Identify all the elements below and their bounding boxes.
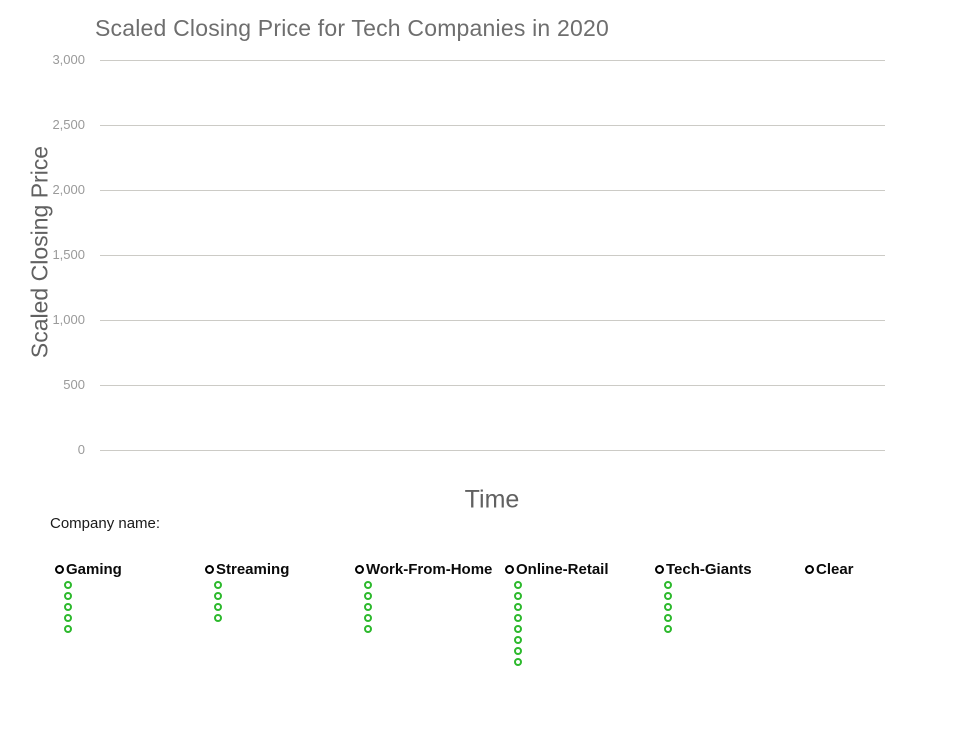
option-radio-icon[interactable] bbox=[364, 592, 372, 600]
option-radio-icon[interactable] bbox=[214, 581, 222, 589]
gridline bbox=[100, 450, 885, 451]
radio-icon[interactable] bbox=[805, 565, 814, 574]
option-radio-icon[interactable] bbox=[514, 636, 522, 644]
y-axis-title: Scaled Closing Price bbox=[26, 145, 53, 359]
y-tick-label: 1,500 bbox=[52, 247, 85, 262]
grid-row: 1,000 bbox=[0, 312, 885, 327]
option-dots-online-retail bbox=[514, 581, 609, 666]
x-axis-title: Time bbox=[464, 485, 520, 514]
radio-icon[interactable] bbox=[505, 565, 514, 574]
company-name-label: Company name: bbox=[50, 515, 161, 532]
option-radio-icon[interactable] bbox=[664, 603, 672, 611]
option-radio-icon[interactable] bbox=[64, 625, 72, 633]
option-dots-tech-giants bbox=[664, 581, 752, 633]
radio-label: Tech-Giants bbox=[666, 561, 752, 578]
option-radio-icon[interactable] bbox=[64, 614, 72, 622]
option-radio-icon[interactable] bbox=[664, 614, 672, 622]
option-radio-icon[interactable] bbox=[514, 658, 522, 666]
radio-icon[interactable] bbox=[55, 565, 64, 574]
radio-group-clear: Clear bbox=[805, 561, 854, 581]
option-radio-icon[interactable] bbox=[664, 592, 672, 600]
radio-label: Gaming bbox=[66, 561, 122, 578]
radio-online-retail[interactable]: Online-Retail bbox=[505, 561, 609, 578]
y-tick-label: 0 bbox=[77, 442, 85, 457]
radio-label: Streaming bbox=[216, 561, 290, 578]
grid-row: 3,000 bbox=[0, 52, 885, 67]
gridline bbox=[100, 60, 885, 61]
radio-group-tech-giants: Tech-Giants bbox=[655, 561, 752, 636]
option-radio-icon[interactable] bbox=[514, 625, 522, 633]
option-dots-streaming bbox=[214, 581, 289, 622]
option-dots-work-from-home bbox=[364, 581, 492, 633]
option-radio-icon[interactable] bbox=[364, 614, 372, 622]
radio-gaming[interactable]: Gaming bbox=[55, 561, 122, 578]
grid-row: 500 bbox=[0, 377, 885, 392]
y-tick-label: 1,000 bbox=[52, 312, 85, 327]
y-tick-label: 3,000 bbox=[52, 52, 85, 67]
option-radio-icon[interactable] bbox=[64, 592, 72, 600]
radio-tech-giants[interactable]: Tech-Giants bbox=[655, 561, 752, 578]
option-radio-icon[interactable] bbox=[514, 647, 522, 655]
gridline bbox=[100, 320, 885, 321]
option-radio-icon[interactable] bbox=[514, 614, 522, 622]
radio-group-work-from-home: Work-From-Home bbox=[355, 561, 492, 636]
option-dots-gaming bbox=[64, 581, 122, 633]
radio-label: Clear bbox=[816, 561, 854, 578]
option-radio-icon[interactable] bbox=[64, 603, 72, 611]
radio-clear[interactable]: Clear bbox=[805, 561, 854, 578]
radio-icon[interactable] bbox=[655, 565, 664, 574]
radio-icon[interactable] bbox=[355, 565, 364, 574]
radio-group-online-retail: Online-Retail bbox=[505, 561, 609, 669]
radio-group-streaming: Streaming bbox=[205, 561, 289, 625]
radio-group-gaming: Gaming bbox=[55, 561, 122, 636]
grid-row: 1,500 bbox=[0, 247, 885, 262]
y-tick-label: 2,500 bbox=[52, 117, 85, 132]
y-tick-label: 2,000 bbox=[52, 182, 85, 197]
option-radio-icon[interactable] bbox=[514, 592, 522, 600]
option-radio-icon[interactable] bbox=[214, 614, 222, 622]
option-radio-icon[interactable] bbox=[664, 625, 672, 633]
option-radio-icon[interactable] bbox=[364, 581, 372, 589]
radio-label: Online-Retail bbox=[516, 561, 609, 578]
option-radio-icon[interactable] bbox=[664, 581, 672, 589]
radio-icon[interactable] bbox=[205, 565, 214, 574]
radio-label: Work-From-Home bbox=[366, 561, 493, 578]
grid-row: 2,500 bbox=[0, 117, 885, 132]
option-radio-icon[interactable] bbox=[214, 592, 222, 600]
gridline bbox=[100, 385, 885, 386]
chart-title: Scaled Closing Price for Tech Companies … bbox=[95, 15, 609, 41]
gridline bbox=[100, 190, 885, 191]
option-radio-icon[interactable] bbox=[214, 603, 222, 611]
grid-row: 0 bbox=[0, 442, 885, 457]
option-radio-icon[interactable] bbox=[364, 625, 372, 633]
y-tick-label: 500 bbox=[63, 377, 85, 392]
option-radio-icon[interactable] bbox=[514, 603, 522, 611]
option-radio-icon[interactable] bbox=[514, 581, 522, 589]
option-radio-icon[interactable] bbox=[64, 581, 72, 589]
option-radio-icon[interactable] bbox=[364, 603, 372, 611]
gridline bbox=[100, 255, 885, 256]
radio-work-from-home[interactable]: Work-From-Home bbox=[355, 561, 492, 578]
grid-row: 2,000 bbox=[0, 182, 885, 197]
gridline bbox=[100, 125, 885, 126]
radio-streaming[interactable]: Streaming bbox=[205, 561, 289, 578]
